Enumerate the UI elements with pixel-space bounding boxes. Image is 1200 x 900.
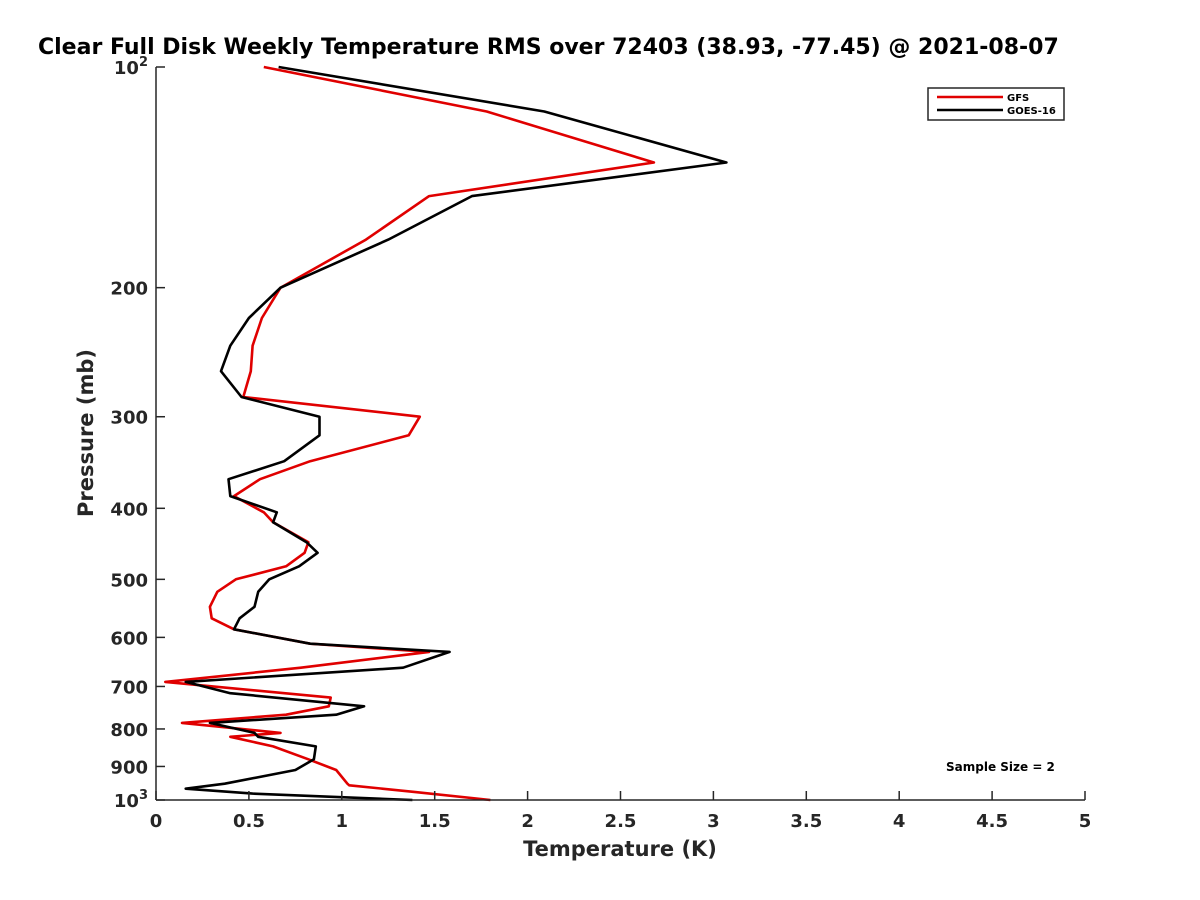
x-tick-label: 3 [707,811,720,832]
x-axis-label: Temperature (K) [523,837,717,861]
series-line-goes-16 [184,65,728,802]
y-tick-label: 500 [110,570,148,591]
chart-title: Clear Full Disk Weekly Temperature RMS o… [38,35,1059,60]
x-tick-label: 0 [150,811,163,832]
legend-label-goes16: GOES-16 [1007,106,1056,117]
y-tick-label: 600 [110,628,148,649]
y-tick-label: 200 [110,279,148,300]
x-tick-label: 2 [521,811,534,832]
legend-label-gfs: GFS [1007,93,1029,104]
sample-size-annotation: Sample Size = 2 [946,760,1055,774]
x-tick-label: 0.5 [233,811,265,832]
y-tick-label: 700 [110,677,148,698]
legend: GFS GOES-16 [927,87,1065,121]
legend-box [927,87,1065,121]
x-tick-label: 5 [1079,811,1092,832]
x-tick-label: 4 [893,811,906,832]
y-tick-label: 900 [110,757,148,778]
x-tick-label: 1.5 [419,811,451,832]
x-tick-label: 4.5 [976,811,1008,832]
x-tick-label: 2.5 [605,811,637,832]
y-tick-label: 103 [114,788,148,812]
y-tick-label: 800 [110,720,148,741]
series-line-gfs [164,65,656,802]
y-tick-label: 400 [110,499,148,520]
y-tick-label: 102 [114,55,148,79]
y-tick-label: 300 [110,408,148,429]
x-tick-label: 3.5 [790,811,822,832]
x-tick-label: 1 [336,811,349,832]
axes: 0 0.5 1 1.5 2 2.5 3 3.5 4 4.5 5 102 200 300 400 500 600 7… [110,55,1091,832]
y-axis-label: Pressure (mb) [74,349,98,517]
plot-lines [164,65,728,802]
